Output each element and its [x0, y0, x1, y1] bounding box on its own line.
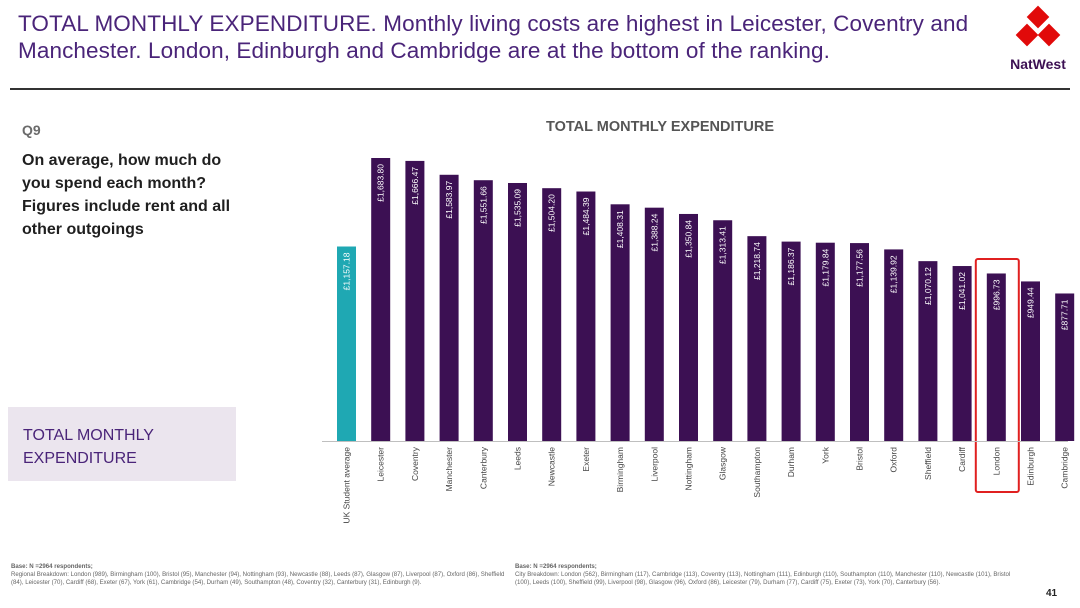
bar-cambridge	[1055, 293, 1075, 441]
bar-coventry	[405, 160, 425, 441]
category-label: London	[991, 447, 1001, 476]
bar-southampton	[747, 236, 767, 441]
data-label: £1,551.66	[478, 186, 488, 224]
data-label: £1,408.31	[615, 210, 625, 248]
category-label: Southampton	[752, 447, 762, 498]
footnote-right-heading: Base: N =2964 respondents;	[515, 563, 597, 570]
data-label: £1,186.37	[786, 247, 796, 285]
footnote-right: Base: N =2964 respondents; City Breakdow…	[515, 563, 1015, 587]
section-label: TOTAL MONTHLY EXPENDITURE	[23, 427, 154, 467]
question-text: On average, how much do you spend each m…	[22, 152, 231, 238]
data-label: £1,666.47	[410, 167, 420, 205]
data-label: £1,218.74	[752, 242, 762, 280]
category-label: Birmingham	[615, 447, 625, 492]
bar-manchester	[439, 174, 459, 441]
data-label: £1,583.97	[444, 181, 454, 219]
data-label: £1,070.12	[923, 267, 933, 305]
natwest-cubes-icon	[1015, 5, 1061, 47]
bar-newcastle	[542, 188, 562, 441]
question-number: Q9	[22, 122, 41, 138]
category-label: Oxford	[889, 447, 899, 473]
data-label: £1,177.56	[855, 249, 865, 287]
bar-york	[815, 242, 835, 441]
category-label: Sheffield	[923, 447, 933, 480]
category-label: Newcastle	[547, 447, 557, 486]
category-label: Manchester	[444, 447, 454, 492]
footnote-left-text: Regional Breakdown: London (989), Birmin…	[11, 571, 505, 586]
highlight-box	[974, 258, 1020, 493]
bar-cardiff	[952, 266, 972, 441]
footnote-right-text: City Breakdown: London (562), Birmingham…	[515, 571, 1011, 586]
category-label: Leicester	[376, 447, 386, 482]
category-label: Cambridge	[1060, 447, 1070, 489]
bar-birmingham	[610, 204, 630, 441]
section-label-box: TOTAL MONTHLY EXPENDITURE	[8, 407, 236, 481]
bar-uk-student-average	[337, 246, 356, 441]
bar-liverpool	[644, 207, 664, 441]
slide-title: TOTAL MONTHLY EXPENDITURE. Monthly livin…	[18, 11, 969, 63]
data-label: £877.71	[1060, 299, 1070, 330]
bar-london	[986, 273, 1006, 441]
data-label: £1,388.24	[649, 213, 659, 251]
data-label: £1,157.18	[342, 252, 352, 290]
data-label: £1,041.02	[957, 272, 967, 310]
data-label: £1,504.20	[547, 194, 557, 232]
bar-canterbury	[473, 180, 493, 442]
category-label: Exeter	[581, 447, 591, 472]
chart-title: TOTAL MONTHLY EXPENDITURE	[546, 119, 774, 135]
footnote-left: Base: N =2964 respondents; Regional Brea…	[11, 563, 511, 587]
category-label: Coventry	[410, 446, 420, 481]
bar-nottingham	[679, 213, 698, 441]
category-label: UK Student average	[342, 447, 352, 524]
category-label: Liverpool	[649, 447, 659, 482]
category-label: Cardiff	[957, 446, 967, 472]
bar-oxford	[884, 249, 904, 441]
category-label: York	[820, 446, 830, 463]
bar-sheffield	[918, 261, 938, 441]
category-label: Glasgow	[718, 446, 728, 480]
bar-glasgow	[713, 220, 733, 441]
bar-bristol	[850, 243, 869, 441]
bar-leeds	[508, 182, 527, 441]
category-label: Durham	[786, 447, 796, 477]
data-label: £1,179.84	[820, 248, 830, 286]
bar-exeter	[576, 191, 596, 441]
category-label: Edinburgh	[1026, 447, 1036, 486]
category-label: Leeds	[513, 447, 523, 470]
header-divider	[10, 88, 1070, 90]
data-label: £1,350.84	[684, 220, 694, 258]
bar-durham	[781, 241, 801, 441]
page-number: 41	[1046, 588, 1058, 599]
bar-edinburgh	[1021, 281, 1040, 441]
data-label: £1,139.92	[889, 255, 899, 293]
expenditure-bar-chart: £1,157.18 UK Student average £1,683.80 Leic…	[322, 158, 1075, 524]
brand-name: NatWest	[1010, 56, 1066, 72]
data-label: £949.44	[1026, 287, 1036, 318]
bar-leicester	[371, 158, 391, 441]
data-label: £1,484.39	[581, 197, 591, 235]
category-label: Canterbury	[478, 446, 488, 489]
category-label: Nottingham	[684, 447, 694, 490]
natwest-logo: NatWest	[1000, 4, 1076, 76]
data-label: £996.73	[991, 279, 1001, 310]
data-label: £1,683.80	[376, 164, 386, 202]
category-label: Bristol	[855, 447, 865, 471]
data-label: £1,535.09	[513, 189, 523, 227]
data-label: £1,313.41	[718, 226, 728, 264]
footnote-left-heading: Base: N =2964 respondents;	[11, 563, 93, 570]
